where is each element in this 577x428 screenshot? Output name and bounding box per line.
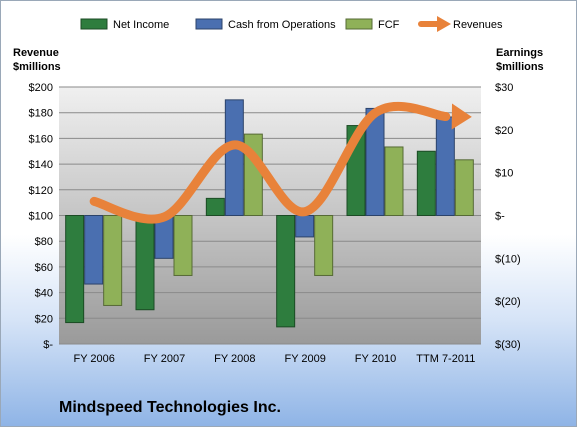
revenue-line: [89, 102, 472, 224]
legend-swatch: [80, 18, 108, 30]
bar-net-income: [65, 215, 85, 324]
bar-cash-from-operations: [295, 215, 315, 238]
left-tick-label: $80: [35, 236, 53, 248]
bar-net-income: [276, 215, 296, 328]
bar-fcf: [384, 146, 404, 216]
bar-net-income: [135, 215, 155, 311]
left-axis-title-line2: $millions: [13, 61, 61, 73]
legend-label: Net Income: [113, 19, 169, 31]
left-tick-label: $100: [29, 211, 53, 223]
revenue-arrowhead: [451, 103, 472, 130]
bar-fcf: [454, 159, 474, 216]
left-tick-label: $20: [35, 313, 53, 325]
legend-label: Cash from Operations: [228, 19, 336, 31]
right-tick-label: $(10): [495, 253, 521, 265]
bar-cash-from-operations: [84, 215, 104, 285]
legend-label: FCF: [378, 19, 400, 31]
bar-cash-from-operations: [224, 99, 244, 216]
right-tick-label: $(20): [495, 296, 521, 308]
bar-net-income: [416, 150, 436, 216]
bar-fcf: [103, 215, 123, 306]
right-axis-title-line1: Earnings: [496, 47, 543, 59]
left-tick-label: $120: [29, 185, 53, 197]
x-axis-ticks: FY 2006 FY 2007 FY 2008 FY 2009 FY 2010 TTM 7…: [73, 353, 475, 365]
legend-swatch: [345, 18, 373, 30]
bars: [65, 99, 474, 328]
left-tick-label: $140: [29, 159, 53, 171]
right-axis-title-line2: $millions: [496, 61, 544, 73]
left-tick-label: $200: [29, 82, 53, 94]
x-tick-label: FY 2008: [214, 353, 255, 365]
x-tick-label: FY 2007: [144, 353, 185, 365]
legend: Net Income Cash from Operations FCF Revenue…: [80, 16, 503, 32]
left-tick-label: $40: [35, 288, 53, 300]
right-tick-label: $20: [495, 125, 513, 137]
x-tick-label: FY 2010: [355, 353, 396, 365]
grid-lines: [59, 86, 481, 345]
revenue-line-path: [89, 102, 451, 224]
bar-fcf: [314, 215, 334, 276]
x-tick-label: FY 2009: [284, 353, 325, 365]
left-tick-label: $60: [35, 262, 53, 274]
left-axis-title-line1: Revenue: [13, 47, 59, 59]
left-tick-label: $160: [29, 133, 53, 145]
left-axis-ticks: $- $20 $40 $60 $80 $100 $120 $140 $160 $180 $200: [29, 82, 54, 351]
right-tick-label: $10: [495, 168, 513, 180]
bar-net-income: [205, 197, 225, 217]
company-name: Mindspeed Technologies Inc.: [59, 399, 281, 416]
x-tick-label: FY 2006: [73, 353, 114, 365]
legend-swatch-arrowhead: [437, 16, 451, 32]
legend-swatch: [195, 18, 223, 30]
right-tick-label: $-: [495, 211, 505, 223]
legend-label: Revenues: [453, 19, 503, 31]
x-tick-label: TTM 7-2011: [416, 353, 475, 365]
right-tick-label: $(30): [495, 339, 521, 351]
bar-fcf: [173, 215, 193, 276]
left-tick-label: $-: [43, 339, 53, 351]
bar-cash-from-operations: [435, 116, 455, 216]
left-tick-label: $180: [29, 108, 53, 120]
right-axis-ticks: $(30) $(20) $(10) $- $10 $20 $30: [495, 82, 521, 351]
right-tick-label: $30: [495, 82, 513, 94]
